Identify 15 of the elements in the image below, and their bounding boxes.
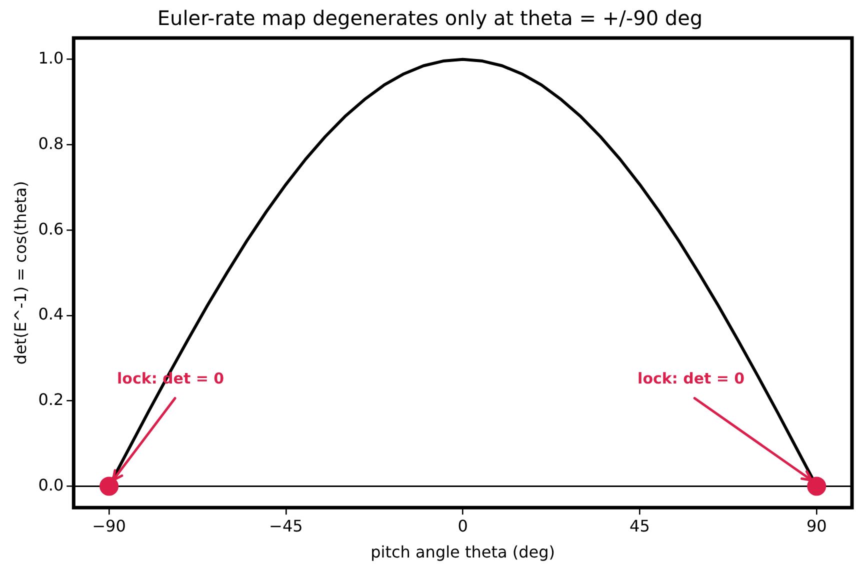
y-tick-label: 0.6	[38, 219, 64, 238]
x-tick-label: 0	[458, 516, 468, 536]
chart-title: Euler-rate map degenerates only at theta = +/-90 deg	[157, 6, 703, 30]
y-tick-label: 0.8	[38, 134, 64, 153]
x-tick-label: 45	[630, 516, 650, 536]
x-tick-label: −45	[269, 516, 303, 536]
x-tick-label: 90	[806, 516, 827, 536]
y-tick-label: 0.4	[38, 304, 64, 324]
y-tick-label: 0.0	[38, 475, 64, 494]
y-tick-label: 1.0	[38, 48, 64, 68]
y-tick-label: 0.2	[38, 390, 64, 410]
annotation: lock: det = 0	[638, 369, 745, 388]
x-tick-label: −90	[92, 516, 126, 536]
x-axis-title: pitch angle theta (deg)	[370, 542, 556, 562]
y-axis-title: det(E^-1) = cos(theta)	[10, 181, 30, 365]
